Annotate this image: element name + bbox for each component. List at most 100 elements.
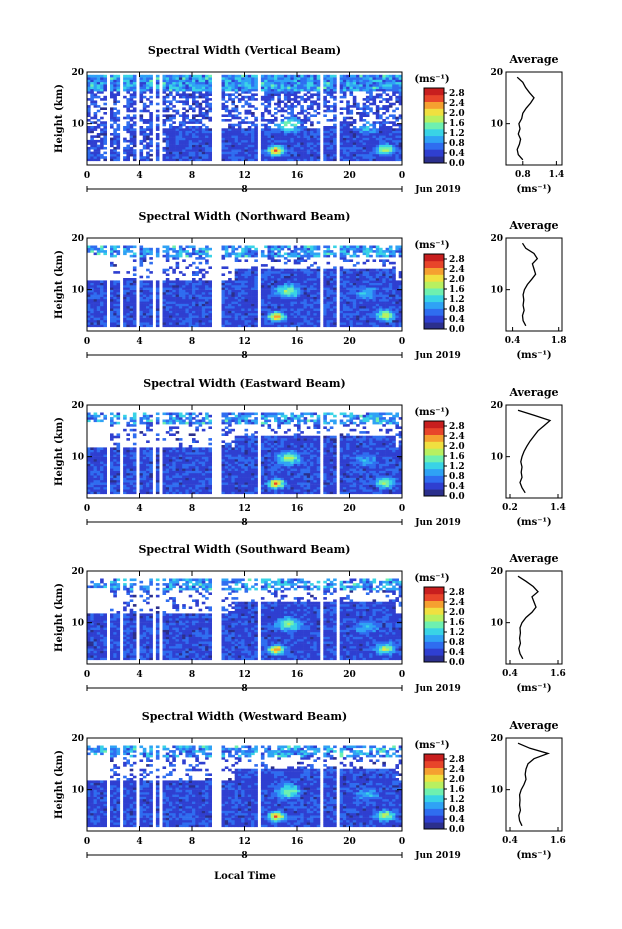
- heatmap-cell: [316, 107, 321, 110]
- heatmap-cell: [139, 312, 144, 316]
- heatmap-cell: [339, 250, 344, 253]
- heatmap-cell: [280, 292, 285, 295]
- heatmap-cell: [274, 86, 278, 90]
- heatmap-cell: [316, 266, 321, 269]
- heatmap-cell: [339, 252, 344, 256]
- heatmap-cell: [280, 245, 285, 249]
- heatmap-cell: [300, 303, 304, 307]
- heatmap-cell: [237, 79, 242, 83]
- heatmap-cell: [169, 156, 173, 159]
- heatmap-cell: [379, 271, 383, 274]
- heatmap-cell: [290, 273, 294, 276]
- heatmap-cell: [280, 144, 285, 148]
- heatmap-cell: [310, 289, 314, 293]
- heatmap-cell: [270, 280, 275, 283]
- heatmap-cell: [313, 146, 317, 150]
- heatmap-cell: [198, 107, 203, 110]
- heatmap-cell: [316, 268, 321, 272]
- heatmap-cell: [382, 322, 386, 325]
- heatmap-cell: [379, 252, 383, 256]
- heatmap-cell: [316, 105, 321, 108]
- heatmap-cell: [362, 252, 367, 256]
- heatmap-cell: [395, 312, 399, 316]
- heatmap-cell: [395, 303, 399, 307]
- heatmap-cell: [162, 98, 167, 101]
- heatmap-cell: [142, 91, 147, 94]
- heatmap-cell: [372, 296, 377, 300]
- heatmap-cell: [365, 252, 370, 256]
- heatmap-cell: [231, 149, 235, 152]
- heatmap-cell: [303, 88, 308, 92]
- heatmap-cell: [224, 299, 229, 302]
- heatmap-cell: [165, 282, 170, 286]
- heatmap-cell: [385, 322, 390, 325]
- heatmap-cell: [149, 144, 153, 148]
- heatmap-cell: [146, 109, 150, 113]
- heatmap-cell: [306, 86, 311, 90]
- heatmap-cell: [333, 310, 337, 314]
- heatmap-cell: [326, 158, 331, 162]
- heatmap-cell: [205, 93, 209, 96]
- heatmap-cell: [359, 319, 363, 323]
- heatmap-cell: [356, 305, 360, 309]
- heatmap-cell: [146, 319, 150, 323]
- heatmap-cell: [264, 79, 268, 83]
- heatmap-cell: [395, 319, 399, 323]
- heatmap-cell: [342, 74, 347, 78]
- heatmap-cell: [182, 301, 186, 304]
- heatmap-cell: [100, 84, 104, 87]
- heatmap-cell: [303, 151, 308, 155]
- heatmap-cell: [139, 282, 144, 286]
- heatmap-cell: [385, 93, 390, 96]
- heatmap-cell: [277, 146, 281, 150]
- heatmap-cell: [123, 315, 127, 318]
- heatmap-cell: [313, 114, 317, 117]
- heatmap-cell: [244, 324, 249, 328]
- heatmap-cell: [172, 299, 176, 302]
- heatmap-cell: [287, 144, 291, 148]
- heatmap-cell: [395, 315, 399, 318]
- heatmap-cell: [132, 312, 137, 316]
- heatmap-cell: [349, 299, 354, 302]
- heatmap-cell: [333, 119, 337, 122]
- heatmap-cell: [175, 100, 180, 103]
- heatmap-cell: [398, 312, 403, 316]
- heatmap-cell: [93, 88, 98, 92]
- heatmap-cell: [146, 153, 150, 157]
- heatmap-cell: [300, 130, 304, 134]
- heatmap-cell: [96, 289, 101, 293]
- heatmap-cell: [323, 135, 327, 138]
- heatmap-cell: [323, 95, 327, 99]
- heatmap-cell: [100, 79, 104, 83]
- heatmap-cell: [280, 278, 285, 281]
- heatmap-cell: [392, 142, 396, 145]
- heatmap-cell: [139, 296, 144, 300]
- heatmap-cell: [169, 114, 173, 117]
- heatmap-cell: [359, 268, 363, 272]
- heatmap-cell: [87, 81, 91, 85]
- heatmap-cell: [244, 278, 249, 281]
- heatmap-cell: [231, 144, 235, 148]
- heatmap-cell: [326, 268, 331, 272]
- heatmap-cell: [251, 324, 255, 328]
- heatmap-cell: [277, 296, 281, 300]
- heatmap-cell: [267, 91, 272, 94]
- heatmap-cell: [198, 322, 203, 325]
- heatmap-cell: [110, 133, 114, 136]
- heatmap-cell: [172, 268, 176, 272]
- heatmap-cell: [264, 315, 268, 318]
- heatmap-cell: [221, 294, 226, 297]
- heatmap-cell: [149, 114, 153, 117]
- heatmap-cell: [224, 247, 229, 251]
- heatmap-cell: [323, 133, 327, 136]
- heatmap-cell: [247, 158, 252, 162]
- heatmap-cell: [375, 133, 380, 136]
- heatmap-cell: [175, 308, 180, 311]
- heatmap-cell: [297, 299, 301, 302]
- heatmap-cell: [293, 93, 298, 96]
- heatmap-cell: [241, 250, 245, 253]
- heatmap-cell: [241, 146, 245, 150]
- heatmap-cell: [379, 292, 383, 295]
- heatmap-cell: [310, 79, 314, 83]
- heatmap-cell: [287, 133, 291, 136]
